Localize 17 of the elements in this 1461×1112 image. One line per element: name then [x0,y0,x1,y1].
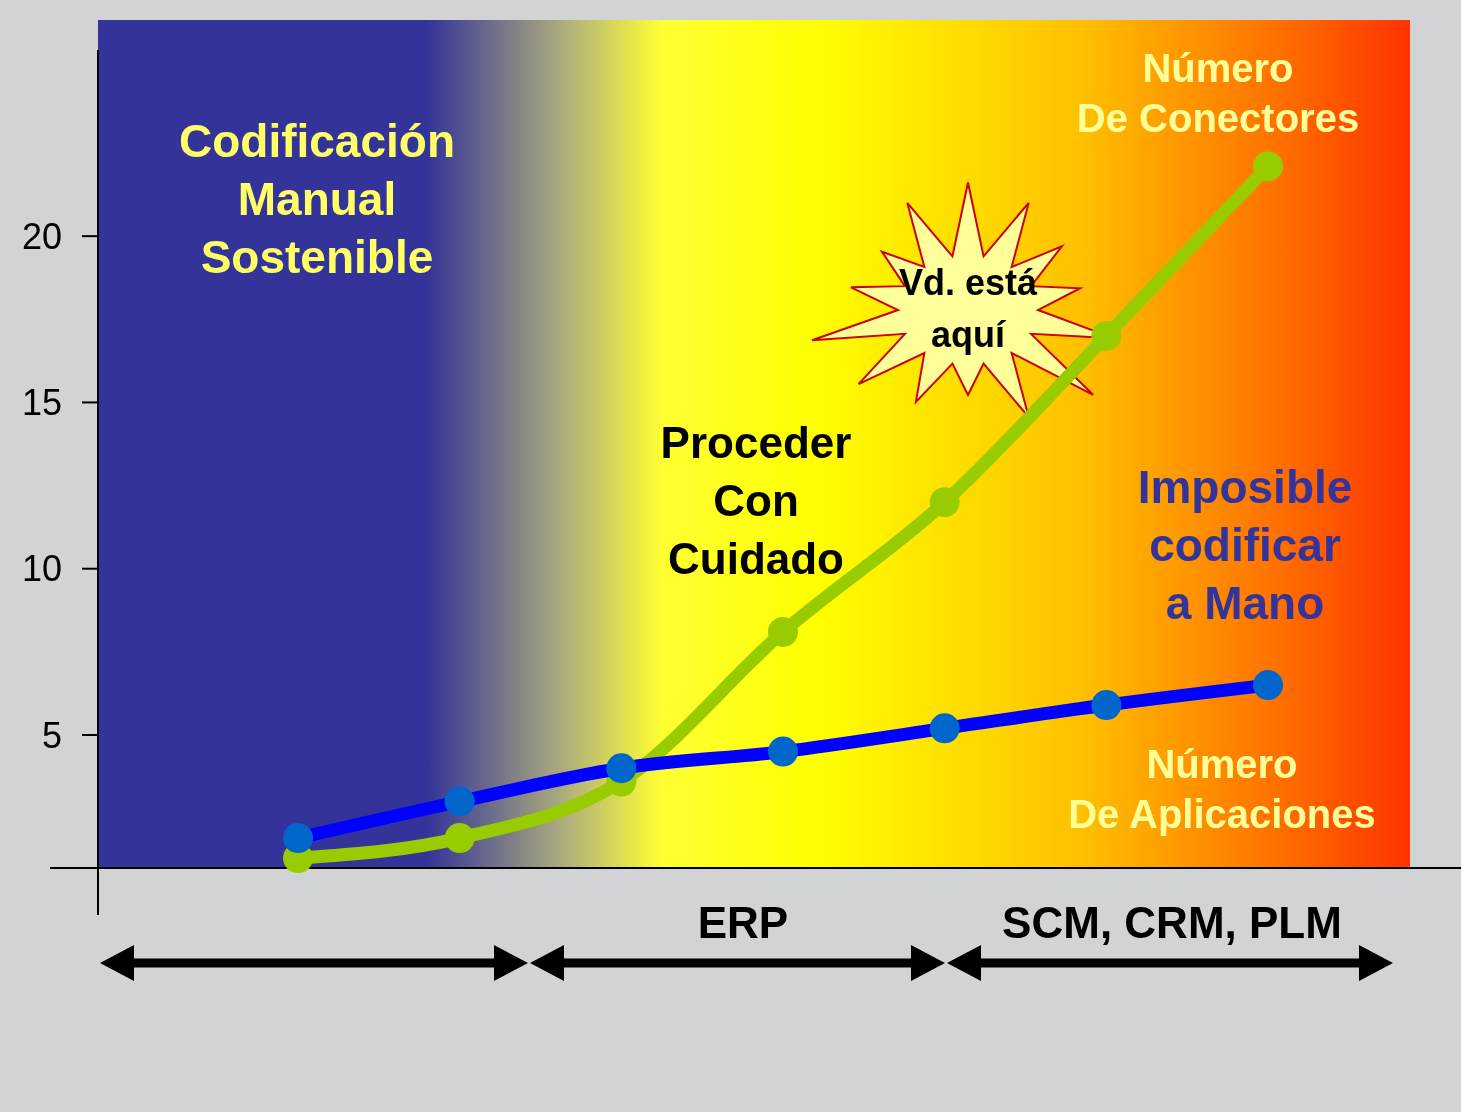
y-tick-label: 15 [21,382,62,424]
y-tick-label: 5 [41,714,62,756]
point [1091,320,1122,351]
text: ERP [697,898,789,947]
point [929,487,960,518]
point [1253,151,1283,182]
y-tick-label: 20 [21,215,62,257]
point [768,616,798,647]
annotation: Imposible codificar a Mano [1137,461,1353,629]
annotation: Proceder Con Cuidado [660,418,852,583]
series-label: Número De Conectores [1076,46,1360,140]
y-tick-label: 10 [21,548,62,590]
annotation: Codificación Manual Sostenible [178,115,456,283]
text: SCM, CRM, PLM [1002,898,1342,947]
point [444,823,475,854]
annotation: Vd. está aquí [898,262,1039,355]
series-label: Número De Aplicaciones [1068,742,1376,836]
